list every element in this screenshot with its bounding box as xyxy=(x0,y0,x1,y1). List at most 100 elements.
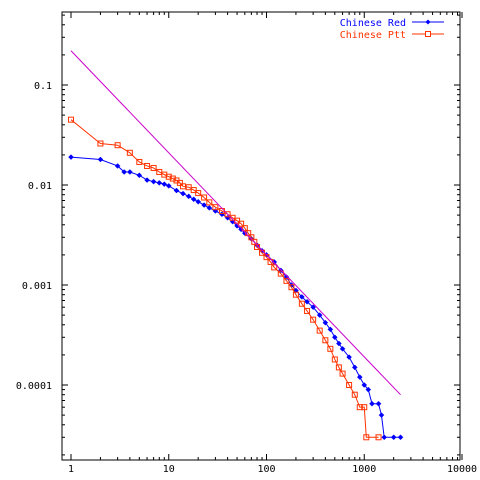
data-point-square xyxy=(169,175,176,182)
data-point-square xyxy=(165,173,172,180)
data-point-diamond xyxy=(206,205,213,211)
data-point-diamond xyxy=(180,190,186,197)
data-point-diamond xyxy=(316,312,323,318)
data-point-diamond xyxy=(150,178,157,185)
data-point-square xyxy=(195,190,202,197)
data-point-square xyxy=(283,277,290,284)
data-point-diamond xyxy=(304,298,310,305)
y-tick-label: 0.0001 xyxy=(16,381,52,392)
data-point-square xyxy=(201,194,208,201)
x-tick-label: 100 xyxy=(257,464,275,475)
data-point-diamond xyxy=(322,319,329,326)
data-point-diamond xyxy=(68,154,74,160)
data-point-square xyxy=(212,204,219,211)
data-point-square xyxy=(356,404,363,411)
data-point-square xyxy=(304,307,311,314)
x-tick-label: 10 xyxy=(163,464,175,475)
y-tick-label: 0.01 xyxy=(28,181,52,192)
data-point-square xyxy=(180,183,187,190)
data-point-square xyxy=(150,164,157,171)
data-point-diamond xyxy=(361,382,368,388)
data-point-diamond xyxy=(144,177,150,183)
data-point-diamond xyxy=(310,304,316,311)
data-point-square xyxy=(298,300,305,307)
data-point-square xyxy=(176,179,183,186)
data-point-square xyxy=(292,291,299,298)
data-point-diamond xyxy=(165,183,172,189)
data-point-square xyxy=(144,162,151,169)
data-point-diamond xyxy=(356,374,363,380)
data-point-diamond xyxy=(331,334,338,341)
data-point-square xyxy=(346,382,353,388)
data-point-square xyxy=(310,316,317,323)
data-point-diamond xyxy=(299,294,305,300)
data-point-diamond xyxy=(173,187,180,194)
data-point-diamond xyxy=(156,180,163,186)
x-tick-label: 1000 xyxy=(352,464,376,475)
data-point-square xyxy=(206,199,213,206)
x-tick-label: 1 xyxy=(68,464,74,475)
data-point-diamond xyxy=(136,172,143,179)
data-point-diamond xyxy=(375,400,382,407)
data-point-diamond xyxy=(381,434,388,441)
series-chinese-ptt xyxy=(68,116,382,441)
data-point-square xyxy=(126,149,133,156)
plot-frame xyxy=(61,11,461,461)
data-point-square xyxy=(114,142,121,149)
series-line xyxy=(70,50,401,396)
data-point-square xyxy=(375,434,382,441)
data-point-square xyxy=(327,345,334,352)
series-fit-line xyxy=(70,50,401,396)
x-tick-label: 10000 xyxy=(447,464,477,475)
data-point-square xyxy=(97,140,104,147)
data-point-square xyxy=(271,264,278,271)
y-tick-label: 0.1 xyxy=(34,81,52,92)
data-point-diamond xyxy=(378,412,385,418)
data-point-square xyxy=(322,337,329,344)
data-point-diamond xyxy=(121,169,128,175)
data-point-square xyxy=(361,404,368,411)
data-point-diamond xyxy=(114,163,121,169)
data-point-diamond xyxy=(327,326,334,333)
data-point-square xyxy=(363,434,370,441)
series-line xyxy=(70,156,401,438)
legend-marker-diamond xyxy=(425,19,431,25)
data-point-diamond xyxy=(161,181,168,187)
data-point-square xyxy=(238,220,245,227)
y-tick-label: 0.001 xyxy=(22,281,52,292)
legend-marker-square xyxy=(425,31,431,37)
data-point-square xyxy=(234,217,241,224)
data-point-diamond xyxy=(185,193,192,200)
data-point-diamond xyxy=(397,434,404,441)
series-layer xyxy=(68,50,404,441)
data-point-square xyxy=(277,270,284,277)
data-point-diamond xyxy=(195,198,202,205)
data-point-diamond xyxy=(97,156,104,163)
data-point-diamond xyxy=(126,169,133,175)
data-point-diamond xyxy=(369,400,375,407)
data-point-diamond xyxy=(201,202,207,208)
data-point-diamond xyxy=(346,354,352,360)
data-point-square xyxy=(339,370,346,377)
data-point-diamond xyxy=(339,345,346,352)
data-point-square xyxy=(351,391,358,398)
data-point-diamond xyxy=(365,386,372,393)
data-point-diamond xyxy=(390,434,397,441)
data-point-square xyxy=(224,211,231,218)
data-point-square xyxy=(241,225,248,232)
data-point-square xyxy=(288,284,295,291)
data-point-square xyxy=(68,116,74,123)
data-point-square xyxy=(331,356,338,363)
data-point-diamond xyxy=(336,340,342,347)
data-point-diamond xyxy=(351,364,358,371)
data-point-square xyxy=(136,158,143,165)
data-point-square xyxy=(190,187,197,194)
data-point-diamond xyxy=(190,196,197,203)
data-point-square xyxy=(316,327,323,334)
axis-ticks: 1 10 100 1000 10000 0.1 0.01 0.001 0.0001 xyxy=(16,12,477,475)
legend-label: Chinese Ptt xyxy=(340,30,406,41)
legend-label: Chinese Red xyxy=(340,18,406,29)
data-point-square xyxy=(335,364,342,371)
